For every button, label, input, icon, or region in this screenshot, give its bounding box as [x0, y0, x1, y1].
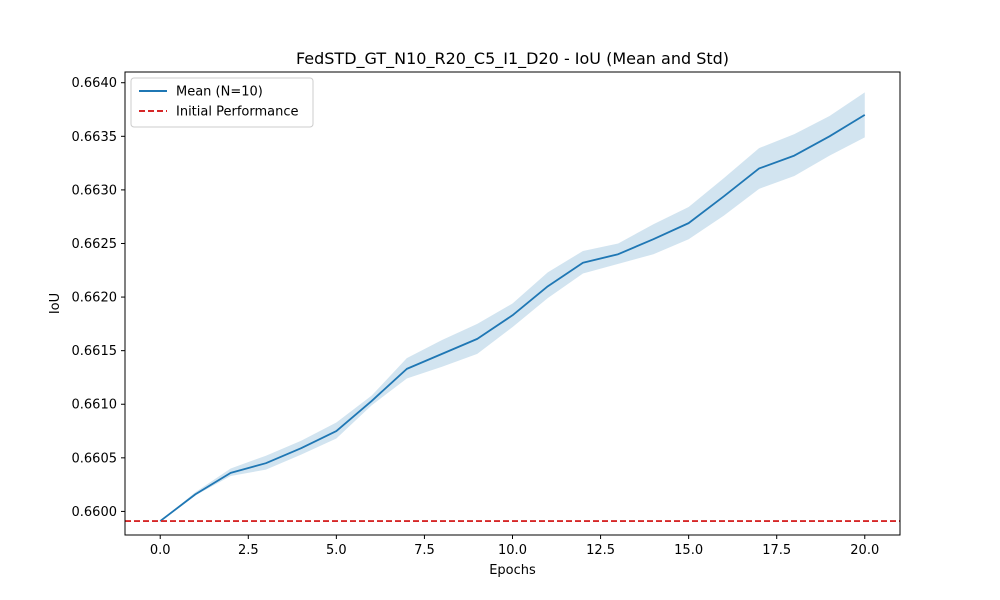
legend-label-initial: Initial Performance	[176, 105, 298, 120]
x-tick-label: 5.0	[326, 543, 347, 558]
y-tick-label: 0.6630	[72, 183, 118, 198]
legend-label-mean: Mean (N=10)	[176, 85, 263, 100]
y-tick-label: 0.6615	[72, 344, 118, 359]
y-tick-label: 0.6635	[72, 130, 118, 145]
y-tick-label: 0.6600	[72, 505, 118, 520]
y-tick-label: 0.6625	[72, 237, 118, 252]
series-line-layer	[125, 114, 900, 522]
plot-area	[125, 92, 900, 522]
y-axis-title: IoU	[48, 293, 63, 314]
x-tick-label: 15.0	[674, 543, 703, 558]
x-axis: 0.0 2.5 5.0 7.5 10.0 12.5 15.0 17.5 20.0	[150, 535, 879, 558]
x-tick-label: 12.5	[586, 543, 615, 558]
x-tick-label: 2.5	[238, 543, 259, 558]
y-tick-label: 0.6605	[72, 451, 118, 466]
std-band	[160, 92, 865, 522]
legend-box	[130, 77, 314, 128]
x-tick-label: 0.0	[150, 543, 171, 558]
y-tick-label: 0.6640	[72, 76, 118, 91]
x-tick-label: 7.5	[414, 543, 435, 558]
series-line-mean	[159, 114, 866, 522]
y-tick-label: 0.6610	[72, 398, 118, 413]
legend: Mean (N=10) Initial Performance	[130, 77, 314, 128]
x-axis-title: Epochs	[489, 563, 536, 578]
x-tick-label: 10.0	[498, 543, 527, 558]
y-tick-label: 0.6620	[72, 291, 118, 306]
x-tick-label: 20.0	[850, 543, 879, 558]
y-axis: 0.6600 0.6605 0.6610 0.6615 0.6620 0.6625 0.66…	[72, 76, 125, 520]
chart-title: FedSTD_GT_N10_R20_C5_I1_D20 - IoU (Mean …	[296, 49, 729, 69]
x-tick-label: 17.5	[762, 543, 791, 558]
std-band-layer	[160, 92, 865, 522]
